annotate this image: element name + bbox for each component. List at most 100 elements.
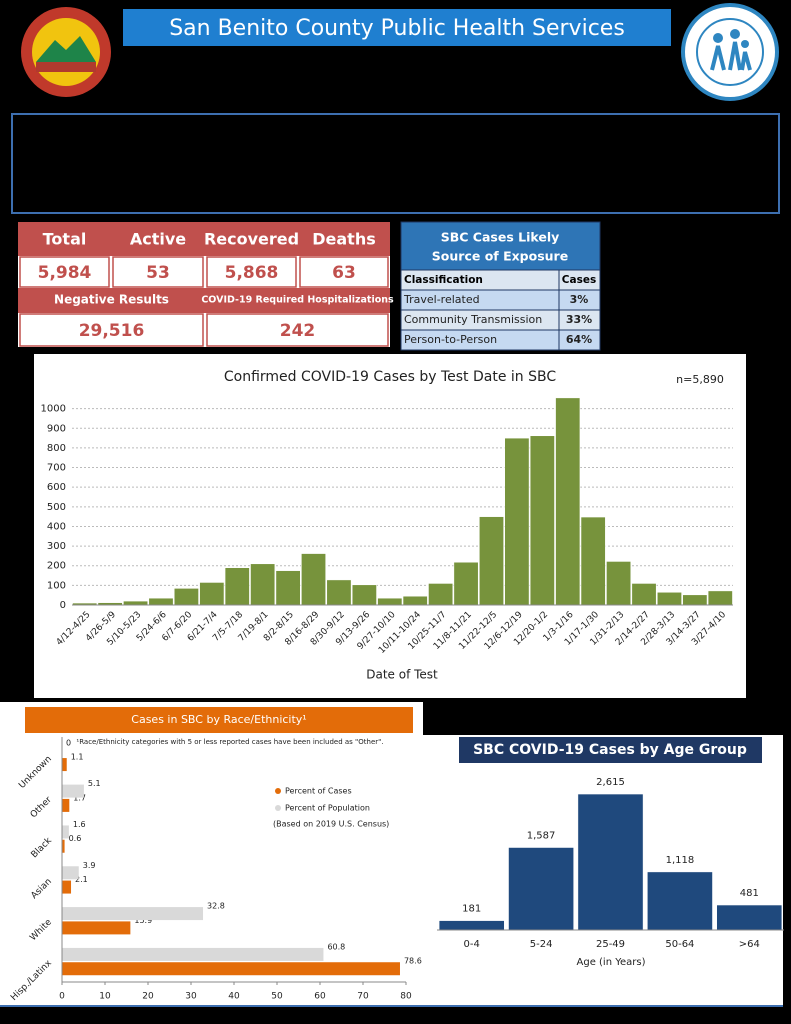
y-tick-label: 400 bbox=[47, 521, 66, 532]
bar bbox=[716, 904, 783, 931]
value-label: 0.6 bbox=[69, 834, 82, 843]
exposure-row bbox=[400, 329, 601, 351]
value-label: 15.9 bbox=[134, 916, 152, 925]
bar bbox=[351, 584, 377, 606]
bar bbox=[631, 583, 657, 606]
value-label: 32.8 bbox=[207, 902, 225, 911]
value-label: 0 bbox=[66, 738, 71, 747]
bar bbox=[529, 435, 555, 606]
race-title-bar bbox=[25, 707, 413, 733]
exposure-column: Classification bbox=[404, 274, 483, 286]
x-tick-label: 20 bbox=[142, 992, 154, 1002]
x-tick-label: 25-49 bbox=[596, 939, 625, 950]
title-bar bbox=[123, 9, 671, 46]
summary-header bbox=[18, 288, 390, 313]
value-label: 2.1 bbox=[75, 875, 88, 884]
bar bbox=[577, 793, 644, 931]
summary-label: Deaths bbox=[312, 230, 376, 249]
legend-label: Percent of Cases bbox=[285, 787, 352, 796]
value-label: 3.9 bbox=[83, 861, 96, 870]
bar bbox=[62, 758, 67, 772]
chart-title: Confirmed COVID-19 Cases by Test Date in… bbox=[224, 369, 556, 385]
legend-swatch bbox=[275, 788, 281, 794]
bar bbox=[62, 962, 400, 976]
bar bbox=[173, 588, 199, 606]
x-tick-label: 40 bbox=[228, 992, 240, 1002]
summary-value: 242 bbox=[280, 321, 316, 341]
exposure-header bbox=[400, 221, 601, 271]
bar bbox=[656, 591, 682, 606]
exposure-cases: 3% bbox=[570, 293, 589, 306]
bar bbox=[478, 516, 504, 606]
value-label: 1,118 bbox=[666, 855, 695, 866]
x-tick-label: 50-64 bbox=[665, 939, 694, 950]
summary-cell bbox=[206, 256, 297, 288]
x-tick-label: 70 bbox=[357, 992, 369, 1002]
y-tick-label: 0 bbox=[60, 600, 66, 611]
value-label: 5.1 bbox=[88, 779, 101, 788]
summary-cell bbox=[19, 256, 110, 288]
x-axis-label: Date of Test bbox=[366, 668, 438, 682]
bar bbox=[62, 798, 70, 812]
bar bbox=[123, 600, 149, 606]
bar bbox=[62, 784, 84, 798]
exposure-class: Travel-related bbox=[403, 293, 480, 306]
summary-value: 5,984 bbox=[38, 263, 92, 283]
x-axis-label: Age (in Years) bbox=[577, 957, 646, 968]
x-tick-label: >64 bbox=[739, 939, 760, 950]
summary-label: Recovered bbox=[204, 230, 299, 249]
bar bbox=[62, 921, 131, 935]
bar bbox=[707, 590, 733, 606]
x-tick-label: 80 bbox=[400, 992, 412, 1002]
y-tick-label: 300 bbox=[47, 541, 66, 552]
bar bbox=[646, 871, 713, 931]
exposure-class: Person-to-Person bbox=[404, 333, 497, 346]
bar bbox=[606, 561, 632, 606]
exposure-cases: 64% bbox=[566, 333, 592, 346]
summary-label: COVID-19 Required Hospitalizations bbox=[201, 295, 394, 306]
bar bbox=[62, 839, 65, 853]
value-label: 2,615 bbox=[596, 777, 625, 788]
summary-value: 5,868 bbox=[225, 263, 279, 283]
empty-box bbox=[11, 113, 780, 214]
health-logo bbox=[681, 3, 779, 101]
bar bbox=[326, 579, 352, 606]
y-tick-label: 800 bbox=[47, 443, 66, 454]
summary-label: Active bbox=[130, 230, 186, 249]
y-tick-label: 600 bbox=[47, 482, 66, 493]
bar bbox=[250, 563, 276, 606]
bar bbox=[504, 437, 530, 606]
y-tick-label: 1000 bbox=[41, 404, 66, 415]
value-label: 60.8 bbox=[327, 942, 345, 951]
bar bbox=[438, 920, 505, 931]
bar bbox=[275, 570, 301, 606]
bar bbox=[377, 597, 403, 606]
chart-title: SBC COVID-19 Cases by Age Group bbox=[473, 742, 747, 758]
chart-note: ¹Race/Ethnicity categories with 5 or les… bbox=[76, 738, 383, 746]
county-logo bbox=[21, 7, 111, 97]
value-label: 1.1 bbox=[71, 753, 84, 762]
x-tick-label: 60 bbox=[314, 992, 326, 1002]
bar bbox=[453, 561, 479, 606]
bar bbox=[555, 397, 581, 606]
summary-value: 63 bbox=[332, 263, 356, 283]
exposure-column: Cases bbox=[562, 274, 596, 286]
age-title-bar bbox=[459, 737, 762, 763]
bar bbox=[580, 516, 606, 606]
value-label: 481 bbox=[740, 888, 759, 899]
x-tick-label: 0-4 bbox=[464, 939, 480, 950]
bar bbox=[148, 597, 174, 606]
chart-title: Cases in SBC by Race/Ethnicity¹ bbox=[131, 713, 306, 726]
value-label: 1,587 bbox=[527, 830, 556, 841]
x-tick-label: 50 bbox=[271, 992, 283, 1002]
value-label: 1.7 bbox=[73, 793, 86, 802]
y-tick-label: 900 bbox=[47, 423, 66, 434]
summary-cell bbox=[206, 313, 389, 347]
x-tick-label: 30 bbox=[185, 992, 197, 1002]
bar bbox=[62, 880, 72, 894]
summary-header bbox=[18, 222, 390, 256]
bar bbox=[62, 947, 324, 961]
y-tick-label: 200 bbox=[47, 561, 66, 572]
